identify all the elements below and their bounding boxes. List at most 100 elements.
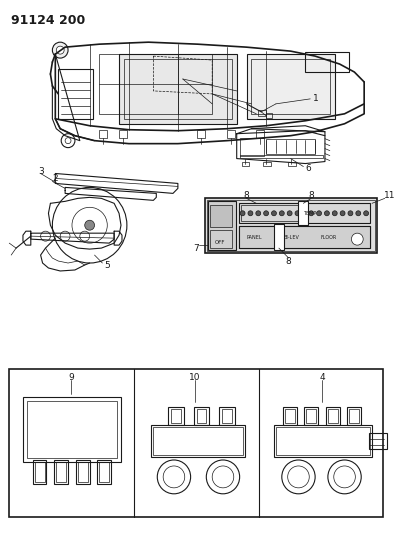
- Bar: [27, 401, 117, 458]
- Bar: [305, 52, 349, 72]
- Bar: [35, 462, 44, 482]
- Bar: [247, 54, 335, 119]
- Bar: [99, 54, 212, 114]
- Text: 5: 5: [104, 261, 110, 270]
- Circle shape: [40, 231, 50, 241]
- Bar: [251, 59, 330, 114]
- Bar: [241, 205, 299, 221]
- Text: 8: 8: [286, 256, 291, 265]
- Bar: [9, 369, 383, 516]
- Text: 8: 8: [308, 191, 314, 200]
- Bar: [240, 155, 323, 158]
- Bar: [283, 407, 297, 425]
- Circle shape: [295, 211, 300, 216]
- Bar: [258, 110, 266, 116]
- Bar: [76, 460, 90, 484]
- Bar: [256, 130, 264, 138]
- Bar: [274, 224, 284, 250]
- Text: 8: 8: [244, 191, 249, 200]
- Bar: [197, 130, 205, 138]
- Text: FLOOR: FLOOR: [320, 235, 336, 240]
- Bar: [299, 201, 308, 225]
- Circle shape: [364, 211, 368, 216]
- Circle shape: [309, 211, 314, 216]
- Text: 91124 200: 91124 200: [11, 14, 85, 27]
- Circle shape: [340, 211, 345, 216]
- Circle shape: [60, 231, 70, 241]
- Bar: [23, 397, 121, 462]
- Circle shape: [317, 211, 322, 216]
- Text: BI-LEV: BI-LEV: [284, 235, 300, 240]
- Bar: [239, 203, 370, 223]
- Bar: [285, 409, 295, 423]
- Bar: [219, 407, 235, 425]
- Circle shape: [351, 233, 363, 245]
- Bar: [56, 462, 66, 482]
- Text: 10: 10: [189, 373, 200, 382]
- Circle shape: [324, 211, 330, 216]
- Bar: [54, 460, 68, 484]
- Bar: [242, 161, 249, 166]
- Bar: [197, 409, 206, 423]
- Bar: [98, 460, 111, 484]
- Bar: [153, 427, 243, 455]
- Bar: [326, 407, 340, 425]
- Bar: [288, 161, 295, 166]
- Circle shape: [248, 211, 253, 216]
- Circle shape: [272, 211, 276, 216]
- Bar: [210, 230, 232, 248]
- Circle shape: [52, 42, 68, 58]
- Bar: [369, 433, 387, 449]
- Circle shape: [332, 211, 337, 216]
- Circle shape: [287, 211, 292, 216]
- Bar: [124, 59, 232, 119]
- Text: PANEL: PANEL: [247, 235, 262, 240]
- Bar: [276, 427, 370, 455]
- Bar: [119, 54, 237, 124]
- Bar: [171, 409, 181, 423]
- Bar: [274, 425, 372, 457]
- Text: 7: 7: [194, 244, 199, 253]
- Circle shape: [264, 211, 268, 216]
- Bar: [240, 138, 264, 156]
- Circle shape: [240, 211, 245, 216]
- Text: 4: 4: [319, 373, 325, 382]
- Bar: [99, 130, 107, 138]
- Bar: [99, 462, 109, 482]
- Text: 9: 9: [68, 373, 74, 382]
- Text: 6: 6: [305, 164, 311, 173]
- Circle shape: [85, 220, 94, 230]
- Bar: [222, 409, 232, 423]
- Bar: [304, 407, 318, 425]
- Bar: [119, 130, 127, 138]
- Bar: [33, 460, 46, 484]
- Circle shape: [56, 46, 64, 54]
- Bar: [58, 69, 93, 119]
- Text: OFF: OFF: [215, 240, 225, 245]
- Bar: [207, 200, 375, 251]
- Bar: [306, 409, 316, 423]
- Text: TEMP: TEMP: [303, 211, 317, 216]
- Circle shape: [279, 211, 284, 216]
- Circle shape: [256, 211, 261, 216]
- Bar: [151, 425, 245, 457]
- Bar: [194, 407, 209, 425]
- Bar: [210, 205, 232, 227]
- Bar: [205, 198, 377, 253]
- Circle shape: [348, 211, 353, 216]
- Text: 11: 11: [384, 191, 395, 200]
- Bar: [239, 226, 370, 248]
- Bar: [347, 407, 361, 425]
- Bar: [328, 409, 338, 423]
- Bar: [349, 409, 359, 423]
- Text: 2: 2: [52, 174, 58, 183]
- Bar: [266, 113, 272, 118]
- Circle shape: [356, 211, 361, 216]
- Bar: [263, 161, 271, 166]
- Bar: [78, 462, 88, 482]
- Bar: [227, 130, 235, 138]
- Circle shape: [80, 231, 90, 241]
- Text: 1: 1: [313, 94, 319, 103]
- Bar: [168, 407, 184, 425]
- Bar: [239, 226, 370, 248]
